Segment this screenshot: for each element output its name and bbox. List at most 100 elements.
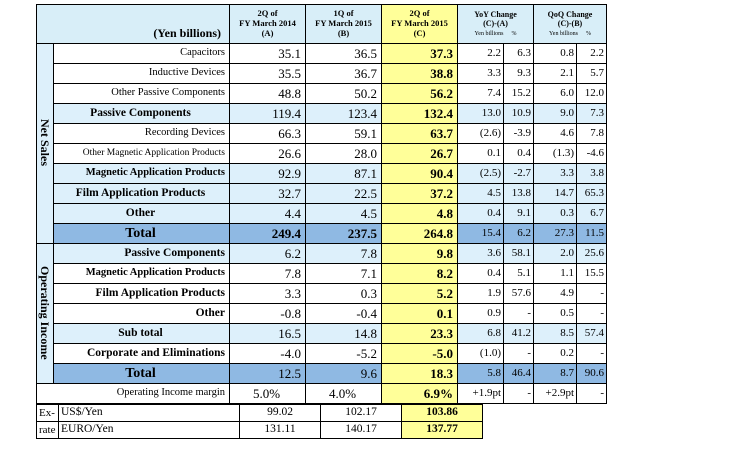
fx-label-top: Ex-: [36, 404, 59, 422]
cell-c: 9.8: [381, 243, 458, 264]
cell-qoq-pct: 3.8: [576, 163, 607, 184]
operating-income-label: Operating Income: [38, 265, 52, 360]
cell-b: 36.7: [305, 63, 382, 84]
cell-yoy-yen: 7.4: [457, 83, 504, 104]
table-row: Total 12.5 9.6 18.3 5.8 46.4 8.7 90.6: [37, 363, 607, 384]
cell-yoy-yen: 4.5: [457, 183, 504, 204]
cell-a: 6.2: [229, 243, 306, 264]
yoy-header: YoY Change (C)-(A) Yen billions %: [457, 4, 534, 44]
fx-pair-label: US$/Yen: [58, 404, 240, 422]
cell-qoq-pct: 12.0: [576, 83, 607, 104]
cell-a: 16.5: [229, 323, 306, 344]
fx-c: 103.86: [401, 404, 483, 422]
exchange-rate-table: Ex- US$/Yen 99.02 102.17 103.86 rate EUR…: [36, 404, 483, 439]
table-row: Operating Income Passive Components 6.2 …: [36, 243, 607, 384]
margin-row: Operating Income margin 5.0% 4.0% 6.9% +…: [36, 383, 607, 404]
row-label: Sub total: [53, 323, 230, 344]
results-table-page: (Yen billions) 2Q of FY March 2014 (A) 1…: [36, 4, 607, 439]
col-c-header: 2Q of FY March 2015 (C): [381, 4, 458, 44]
cell-yoy-yen: 0.9: [457, 303, 504, 324]
cell-b: 22.5: [305, 183, 382, 204]
table-row: Total 249.4 237.5 264.8 15.4 6.2 27.3 11…: [37, 223, 607, 244]
cell-c: 132.4: [381, 103, 458, 124]
cell-c: -5.0: [381, 343, 458, 364]
table-row: Passive Components 119.4 123.4 132.4 13.…: [37, 103, 607, 124]
fx-b: 102.17: [320, 404, 402, 422]
cell-qoq-yen: 8.7: [533, 363, 577, 384]
cell-yoy-yen: 3.6: [457, 243, 504, 264]
cell-yoy-yen: 13.0: [457, 103, 504, 124]
cell-yoy-pct: -: [503, 303, 534, 324]
cell-a: 32.7: [229, 183, 306, 204]
cell-c: 37.3: [381, 43, 458, 64]
qoq-line2: (C)-(B): [557, 19, 583, 29]
row-label: Total: [53, 363, 230, 384]
qoq-line1: QoQ Change: [547, 9, 593, 19]
col-a-line2: FY March 2014: [239, 18, 296, 29]
cell-qoq-pct: 57.4: [576, 323, 607, 344]
cell-b: 36.5: [305, 43, 382, 64]
cell-c: 63.7: [381, 123, 458, 144]
col-b-line2: FY March 2015: [315, 18, 372, 29]
col-a-line1: 2Q of: [257, 8, 278, 19]
cell-qoq-pct: 2.2: [576, 43, 607, 64]
cell-qoq-yen: 27.3: [533, 223, 577, 244]
cell-c: 4.8: [381, 203, 458, 224]
cell-yoy-yen: (1.0): [457, 343, 504, 364]
qoq-sub-pct: %: [585, 31, 591, 38]
net-sales-section: Net Sales: [36, 43, 54, 244]
row-label: Passive Components: [53, 243, 230, 264]
cell-b: 28.0: [305, 143, 382, 164]
cell-b: 14.8: [305, 323, 382, 344]
row-label: Capacitors: [53, 43, 230, 64]
cell-a: 12.5: [229, 363, 306, 384]
cell-a: 3.3: [229, 283, 306, 304]
cell-yoy-yen: 6.8: [457, 323, 504, 344]
cell-a: 119.4: [229, 103, 306, 124]
net-sales-label: Net Sales: [38, 119, 52, 166]
margin-qoq-yen: +2.9pt: [533, 383, 577, 404]
table-row: Other 4.4 4.5 4.8 0.4 9.1 0.3 6.7: [37, 203, 607, 224]
cell-yoy-yen: 1.9: [457, 283, 504, 304]
cell-yoy-yen: 2.2: [457, 43, 504, 64]
cell-qoq-pct: -: [576, 343, 607, 364]
cell-b: -5.2: [305, 343, 382, 364]
row-label: Other Passive Components: [53, 83, 230, 104]
cell-yoy-pct: -2.7: [503, 163, 534, 184]
col-b-header: 1Q of FY March 2015 (B): [305, 4, 382, 44]
margin-a: 5.0%: [229, 383, 306, 404]
cell-yoy-pct: 57.6: [503, 283, 534, 304]
cell-yoy-pct: 58.1: [503, 243, 534, 264]
yoy-line1: YoY Change: [474, 9, 517, 19]
cell-qoq-pct: 25.6: [576, 243, 607, 264]
cell-c: 0.1: [381, 303, 458, 324]
row-label: Magnetic Application Products: [53, 163, 230, 184]
cell-qoq-yen: 6.0: [533, 83, 577, 104]
table-row: Inductive Devices 35.5 36.7 38.8 3.3 9.3…: [37, 63, 607, 84]
cell-qoq-pct: -: [576, 283, 607, 304]
cell-yoy-yen: 5.8: [457, 363, 504, 384]
cell-yoy-pct: 10.9: [503, 103, 534, 124]
fx-a: 131.11: [239, 421, 321, 439]
fx-b: 140.17: [320, 421, 402, 439]
row-label: Film Application Products: [53, 183, 230, 204]
margin-yoy-pct: -: [503, 383, 534, 404]
fx-label-bottom: rate: [36, 421, 59, 439]
cell-qoq-yen: 14.7: [533, 183, 577, 204]
cell-qoq-yen: 4.9: [533, 283, 577, 304]
table-row: Corporate and Eliminations -4.0 -5.2 -5.…: [37, 343, 607, 364]
yoy-sub-pct: %: [511, 31, 517, 38]
cell-a: 48.8: [229, 83, 306, 104]
cell-a: 7.8: [229, 263, 306, 284]
operating-income-section: Operating Income: [36, 243, 54, 384]
header-row: (Yen billions) 2Q of FY March 2014 (A) 1…: [36, 4, 607, 44]
unit-label: (Yen billions): [36, 4, 230, 44]
cell-yoy-yen: 0.4: [457, 203, 504, 224]
table-row: Other Passive Components 48.8 50.2 56.2 …: [37, 83, 607, 104]
qoq-header: QoQ Change (C)-(B) Yen billions %: [533, 4, 607, 44]
cell-c: 5.2: [381, 283, 458, 304]
cell-yoy-pct: -3.9: [503, 123, 534, 144]
row-label: Magnetic Application Products: [53, 263, 230, 284]
cell-yoy-yen: (2.5): [457, 163, 504, 184]
cell-qoq-yen: 0.3: [533, 203, 577, 224]
